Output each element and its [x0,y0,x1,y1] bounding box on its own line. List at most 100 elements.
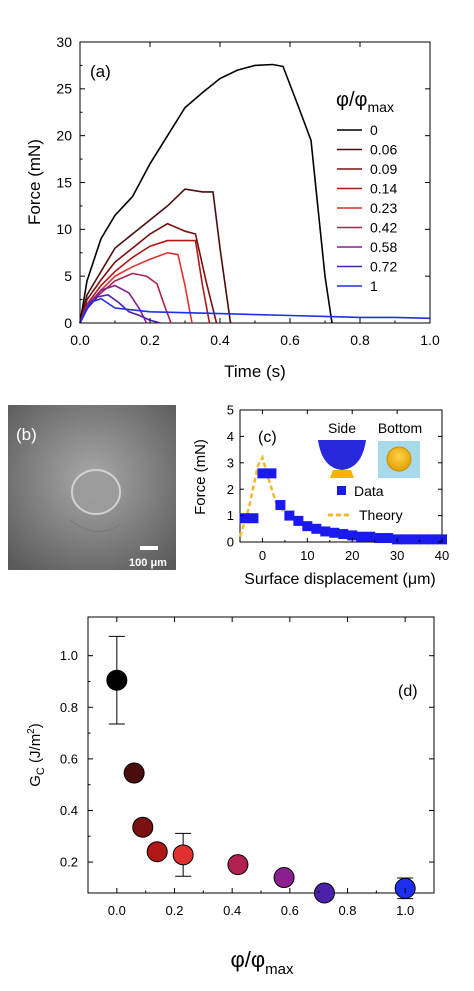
inset-bottom-view [378,441,420,478]
y-tick-label: 10 [56,221,72,237]
legend-label-0.23: 0.23 [370,200,397,216]
series-line-0.58 [79,284,148,324]
y-tick-label: 0 [227,535,234,550]
data-marker [428,534,439,545]
x-tick-label: 40 [435,548,449,563]
data-marker [329,527,340,538]
legend-label-0.09: 0.09 [370,161,397,177]
x-tick-label: 0.0 [70,332,90,348]
x-tick-label: 0.2 [165,903,183,918]
data-point [273,867,295,889]
legend-theory-label: Theory [359,507,403,523]
y-tick-label: 30 [56,34,72,50]
data-point [227,854,249,876]
panel-c-x-axis-label: Surface displacement (μm) [244,571,436,588]
data-marker [275,500,286,511]
panel-d-label: (d) [398,683,418,700]
y-tick-label: 2 [227,482,234,497]
x-tick-label: 1.0 [420,332,440,348]
series-line-0 [79,63,333,324]
panel-c-data-markers [239,468,447,545]
data-marker [257,468,268,479]
x-tick-label: 0.8 [350,332,370,348]
panel-c-ticks: 0 10 20 30 40 0 1 2 3 4 5 [227,403,449,563]
panel-c-y-axis-label: Force (mN) [192,439,209,515]
data-point [172,844,194,866]
data-marker [266,468,277,479]
inset-side-view [318,440,366,478]
panel-a-legend: φ/φmax 0 0.06 0.09 0.14 0.23 0.42 0.58 0.72 1 [336,89,397,294]
panel-c-frame [239,409,443,543]
panel-d-points [106,635,416,904]
panel-d-ticks: 0.0 0.2 0.4 0.6 0.8 1.0 0.2 0.4 0.6 0.8 1.0 [60,617,434,918]
data-marker [320,526,331,537]
panel-d-x-axis-label-sub: max [265,961,294,978]
panel-a-y-axis-label: Force (mN) [25,139,44,225]
data-point [313,882,335,904]
panel-d-y-axis-label: GC (J/m2) [26,723,47,787]
x-tick-label: 30 [390,548,404,563]
legend-label-0.42: 0.42 [370,220,397,236]
panel-d-x-axis-label: φ/φmax [231,947,294,978]
scale-bar-label: 100 μm [129,557,167,569]
panel-b: (b) 100 μm [8,405,176,570]
y-tick-label: 1.0 [60,648,78,663]
data-marker [383,533,394,544]
legend-label-0: 0 [370,122,378,138]
data-point [146,841,168,863]
x-tick-label: 10 [300,548,314,563]
data-marker [374,533,385,544]
data-marker [302,521,313,532]
x-tick-label: 0.6 [280,332,300,348]
data-marker [410,534,421,545]
y-tick-label: 0.2 [60,855,78,870]
inset-side-label: Side [328,420,356,436]
data-marker [311,523,322,534]
panel-c-x-axis-label-tail: ) [430,571,435,588]
panel-d-x-axis-label-main: φ/φ [231,947,266,972]
x-tick-label: 0.2 [140,332,160,348]
panel-a-lines [79,63,431,324]
y-tick-label: 0.8 [60,700,78,715]
y-tick-label: 4 [227,429,234,444]
legend-label-0.14: 0.14 [370,181,397,197]
legend-label-0.06: 0.06 [370,142,397,158]
y-tick-label: 3 [227,455,234,470]
x-tick-label: 0.4 [223,903,241,918]
data-marker [365,531,376,542]
panel-a-label: (a) [90,62,111,81]
x-tick-label: 0.4 [210,332,230,348]
data-marker [248,513,259,524]
panel-d-y-axis-label-main: G [27,775,44,787]
data-marker [419,534,430,545]
data-marker [401,534,412,545]
data-marker [347,530,358,541]
x-tick-label: 0.0 [108,903,126,918]
data-marker [239,513,250,524]
y-tick-label: 0.4 [60,803,78,818]
y-tick-label: 0.6 [60,751,78,766]
panel-c-legend: Data Theory [328,483,403,523]
legend-title: φ/φmax [336,89,394,115]
x-tick-label: 0.6 [281,903,299,918]
micrograph-contact-spot [71,469,121,515]
y-tick-label: 0 [64,315,72,331]
legend-label-1: 1 [370,278,378,294]
panel-c: 0 10 20 30 40 0 1 2 3 4 5 (c) Side Bottom Data The… [192,403,449,588]
data-point [123,762,145,784]
y-tick-label: 20 [56,128,72,144]
panel-c-label: (c) [258,429,277,446]
panel-d-y-axis-label-unit: (J/m [27,734,44,767]
legend-data-label: Data [354,483,384,499]
panel-b-label: (b) [16,425,37,444]
data-marker [284,510,295,521]
inset-bottom-label: Bottom [378,420,422,436]
panel-d-y-axis-label-sub: C [35,767,47,775]
data-marker [356,531,367,542]
micrograph-texture [69,519,121,532]
panel-d-y-axis-label-tail: ) [27,723,44,728]
y-tick-label: 5 [64,268,72,284]
legend-label-0.72: 0.72 [370,259,397,275]
